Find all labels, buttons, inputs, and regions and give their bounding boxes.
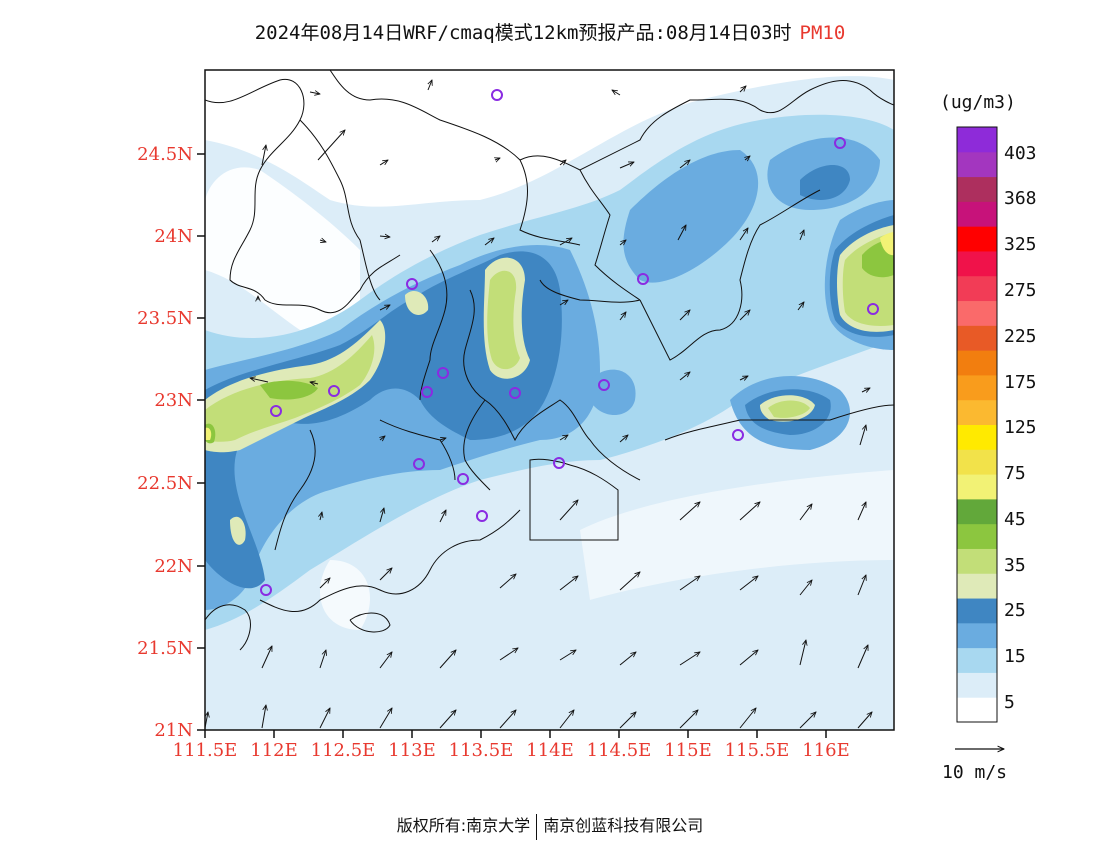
circle-station-icon [476, 510, 488, 522]
lon-label: 114E [526, 740, 574, 761]
lon-label: 116E [802, 740, 850, 761]
boundaries [205, 70, 894, 651]
legend-swatch [957, 399, 997, 425]
legend-swatch [957, 176, 997, 202]
legend-swatch [957, 201, 997, 227]
lon-label: 115E [664, 740, 712, 761]
legend-swatch [957, 498, 997, 525]
lon-label: 112E [250, 740, 298, 761]
lat-ticks [197, 153, 205, 731]
legend-level-label: 25 [1004, 600, 1026, 621]
legend-swatch [957, 573, 997, 599]
legend-frame [956, 126, 998, 723]
legend-colorbar [957, 127, 997, 723]
wind-scale-label: 10 m/s [942, 762, 1007, 783]
lon-label: 112.5E [311, 740, 376, 761]
lat-label: 22N [154, 556, 193, 577]
circle-station-icon [491, 89, 503, 101]
circle-station-icon [260, 584, 272, 596]
legend-level-label: 275 [1004, 280, 1037, 301]
circle-station-icon [437, 367, 449, 379]
legend-swatch [957, 598, 997, 624]
concentration-field [205, 70, 894, 730]
legend-swatch [957, 647, 997, 673]
lat-label: 24N [154, 226, 193, 247]
legend-swatch [957, 325, 997, 351]
lon-label: 111.5E [173, 740, 238, 761]
circle-station-icon [553, 457, 565, 469]
title-text: 2024年08月14日WRF/cmaq模式12km预报产品:08月14日03时 [254, 22, 792, 44]
legend-level-label: 403 [1004, 143, 1037, 164]
station-markers [260, 89, 879, 596]
legend-level-label: 15 [1004, 646, 1026, 667]
legend-swatch [957, 374, 997, 401]
lat-label: 23.5N [137, 308, 193, 329]
lat-label: 21N [154, 720, 193, 741]
lon-label: 113E [388, 740, 436, 761]
circle-station-icon [457, 473, 469, 485]
legend-swatch [957, 127, 997, 153]
circle-station-icon [413, 458, 425, 470]
legend-swatch [957, 275, 997, 302]
lat-label: 24.5N [137, 144, 193, 165]
copyright-left: 版权所有:南京大学 [396, 816, 531, 835]
legend-level-label: 368 [1004, 188, 1037, 209]
legend-level-label: 35 [1004, 555, 1026, 576]
legend-swatch [957, 449, 997, 475]
circle-station-icon [406, 278, 418, 290]
legend-unit: (ug/m3) [940, 92, 1016, 113]
legend-level-label: 175 [1004, 372, 1037, 393]
lat-label: 23N [154, 390, 193, 411]
legend-swatch [957, 523, 997, 549]
map-title: 2024年08月14日WRF/cmaq模式12km预报产品:08月14日03时 P… [0, 18, 1100, 45]
legend-swatch [957, 300, 997, 326]
legend-swatch [957, 697, 997, 723]
copyright-footer: 版权所有:南京大学 南京创蓝科技有限公司 [0, 812, 1100, 840]
circle-station-icon [598, 379, 610, 391]
legend-level-label: 75 [1004, 463, 1026, 484]
lon-label: 115.5E [725, 740, 790, 761]
circle-station-icon [732, 429, 744, 441]
circle-station-icon [509, 387, 521, 399]
legend-swatch [957, 424, 997, 450]
lon-ticks [204, 730, 827, 738]
circle-station-icon [421, 386, 433, 398]
legend-level-label: 5 [1004, 692, 1015, 713]
circle-station-icon [867, 303, 879, 315]
legend-swatch [957, 672, 997, 698]
lon-label: 114.5E [587, 740, 652, 761]
legend-swatch [957, 226, 997, 252]
legend-level-label: 325 [1004, 234, 1037, 255]
legend-level-label: 125 [1004, 417, 1037, 438]
pollutant-label: PM10 [799, 22, 846, 44]
circle-station-icon [637, 273, 649, 285]
wind-vectors [205, 80, 872, 729]
legend-swatch [957, 474, 997, 500]
lat-label: 21.5N [137, 638, 193, 659]
legend-level-label: 225 [1004, 326, 1037, 347]
copyright-right: 南京创蓝科技有限公司 [543, 816, 704, 835]
legend-swatch [957, 250, 997, 277]
legend-swatch [957, 350, 997, 376]
circle-station-icon [834, 137, 846, 149]
legend-swatch [957, 622, 997, 649]
footer-divider [536, 813, 538, 840]
legend-swatch [957, 151, 997, 178]
lon-label: 113.5E [449, 740, 514, 761]
legend-level-label: 45 [1004, 509, 1026, 530]
circle-station-icon [328, 385, 340, 397]
legend-swatch [957, 548, 997, 574]
circle-station-icon [270, 405, 282, 417]
lat-label: 22.5N [137, 473, 193, 494]
